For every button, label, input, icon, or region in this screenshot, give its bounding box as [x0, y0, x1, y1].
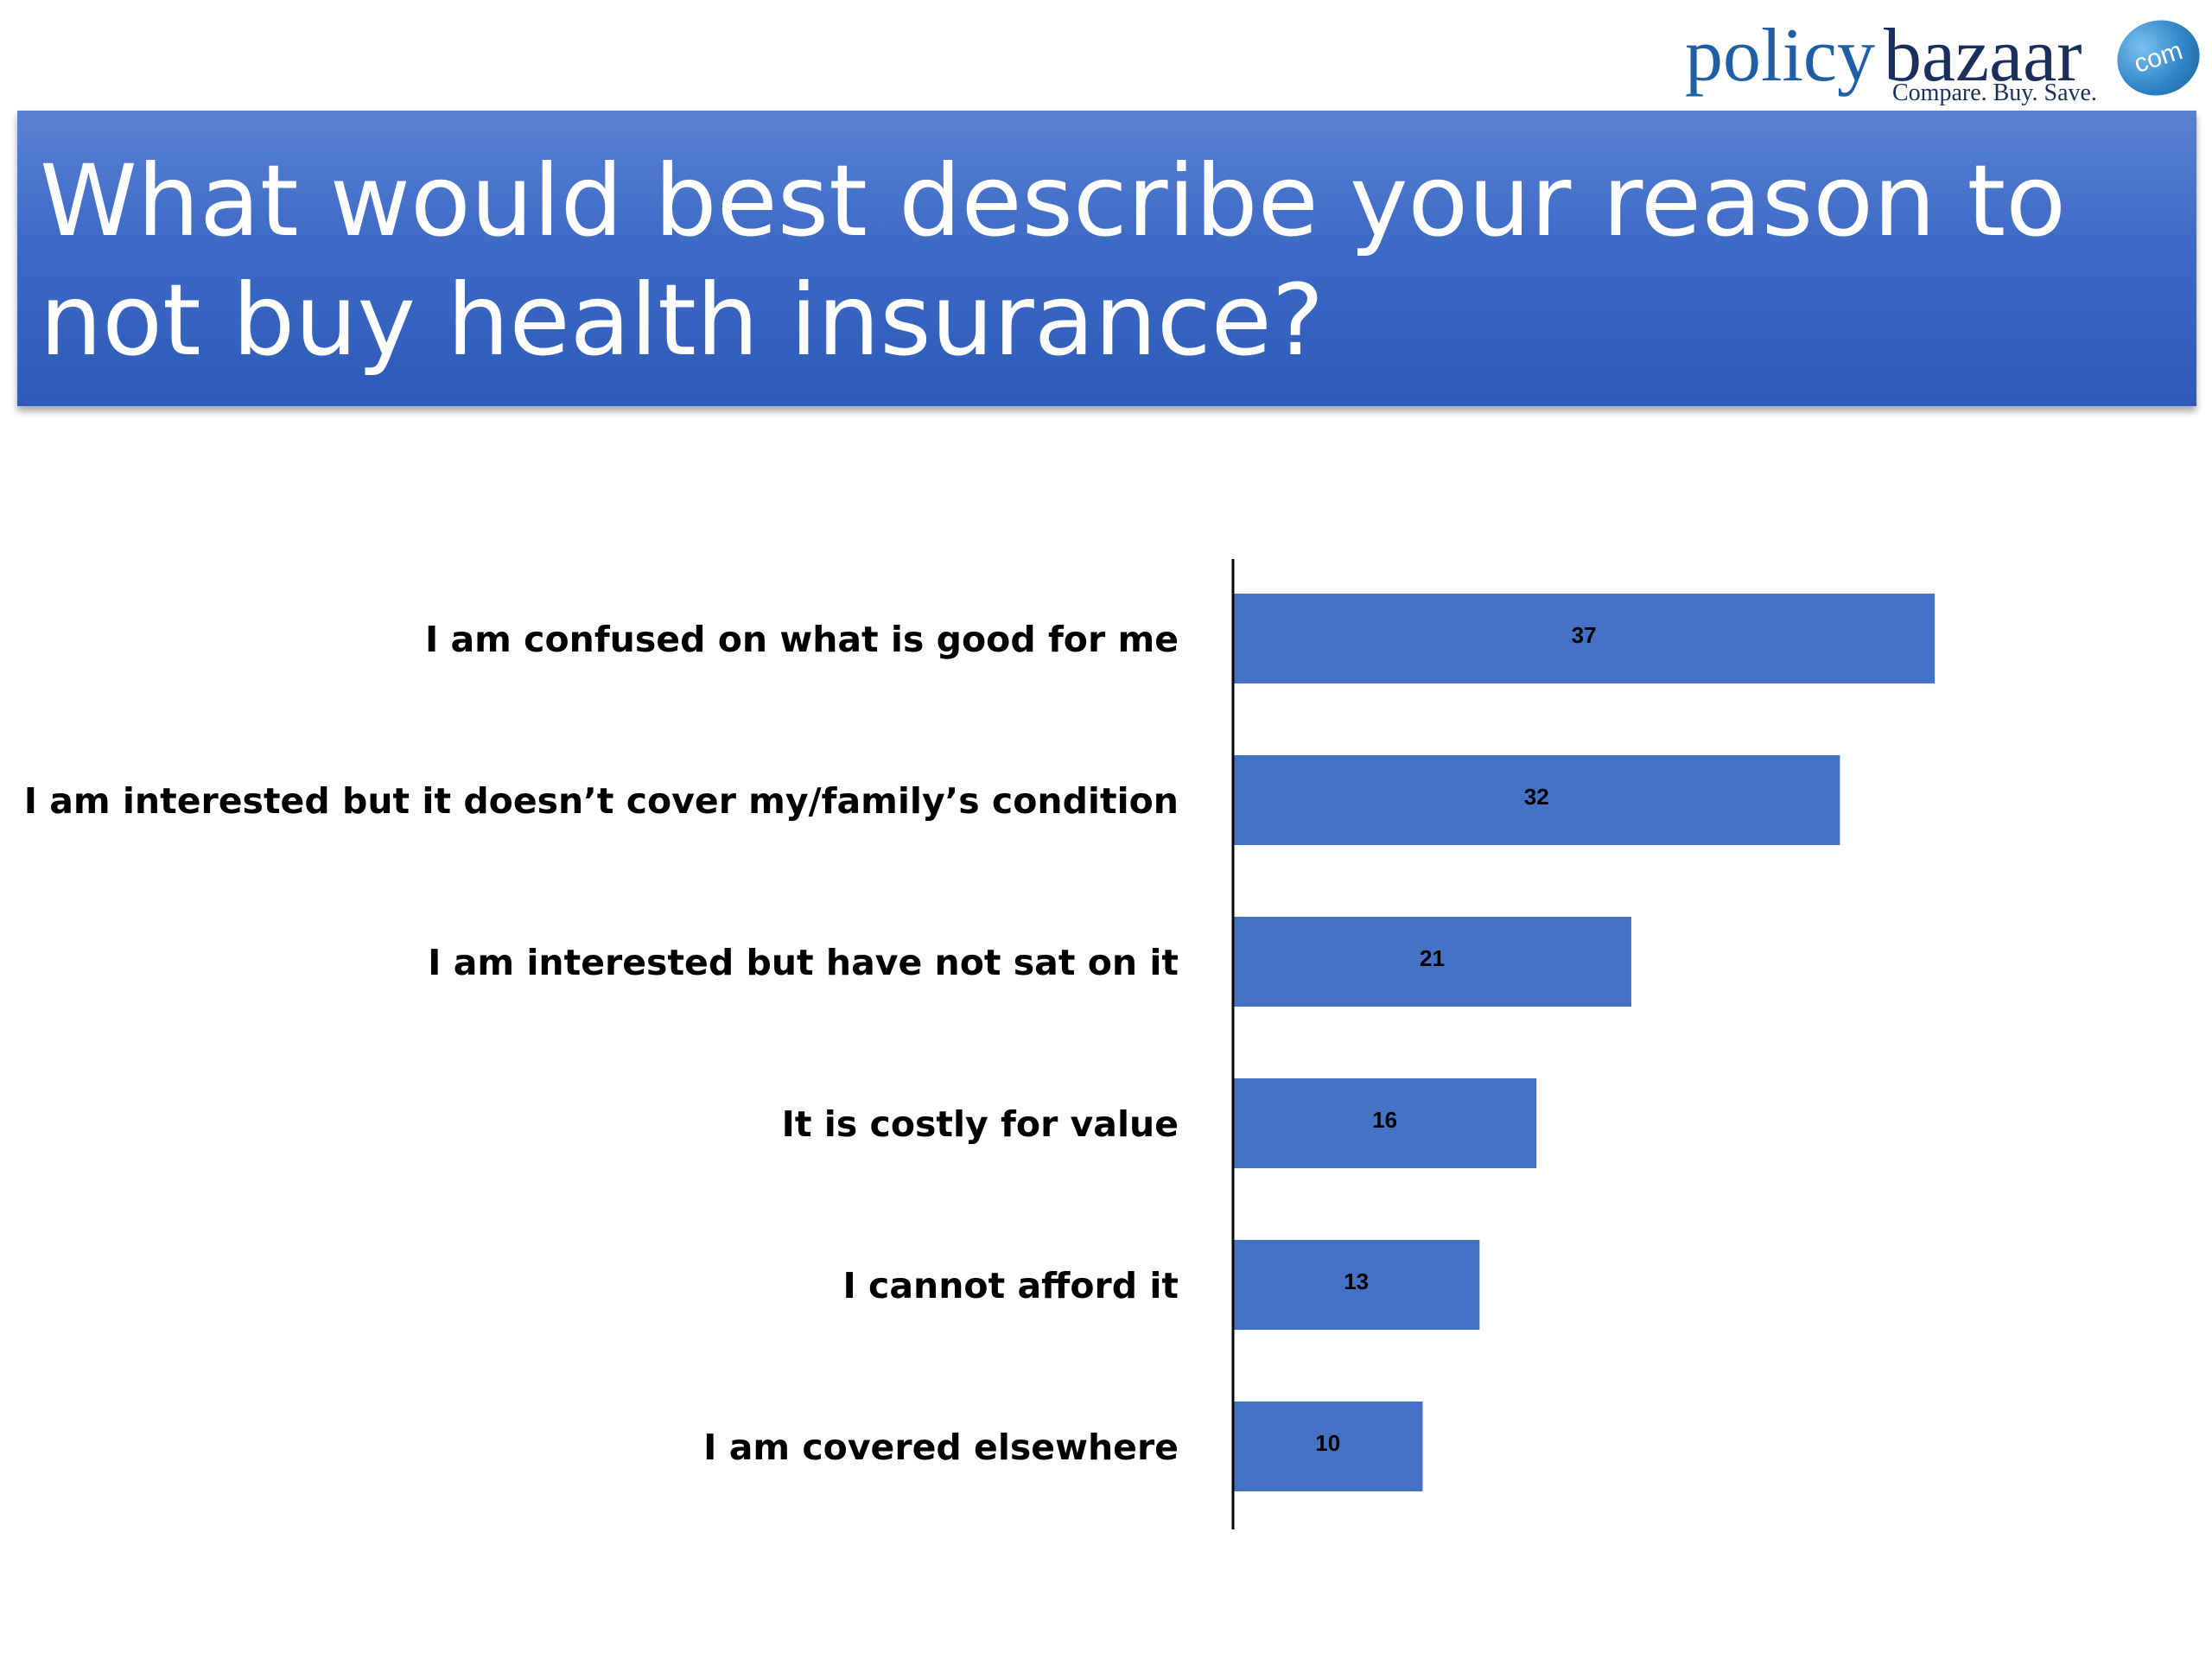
bar-value-label: 37 [1572, 622, 1597, 648]
bar-5 [1233, 1240, 1480, 1330]
bar-6 [1233, 1402, 1423, 1491]
logo-word-policy: policy [1685, 14, 1875, 98]
bar-value-label: 10 [1315, 1430, 1340, 1456]
logo-tagline: Compare. Buy. Save. [1892, 79, 2097, 106]
bar-value-label: 21 [1420, 945, 1445, 971]
bar-value-label: 13 [1344, 1268, 1369, 1294]
category-label: I cannot afford it [843, 1265, 1179, 1306]
category-label: I am interested but it doesn’t cover my/… [24, 780, 1179, 822]
category-label: I am covered elsewhere [703, 1427, 1179, 1468]
title-banner: What would best describe your reason to … [17, 111, 2196, 406]
category-label: It is costly for value [782, 1103, 1179, 1145]
bar-2 [1233, 755, 1840, 845]
bar-value-label: 32 [1524, 784, 1549, 810]
bar-3 [1233, 917, 1631, 1007]
bar-4 [1233, 1078, 1537, 1168]
category-label: I am confused on what is good for me [425, 619, 1179, 660]
category-label: I am interested but have not sat on it [428, 942, 1179, 983]
bar-value-label: 16 [1372, 1107, 1397, 1133]
slide-title: What would best describe your reason to … [40, 143, 2066, 378]
logo-word-bazaar: bazaar [1884, 14, 2082, 98]
policybazaar-logo: policy bazaar com Compare. Buy. Save. [1685, 9, 2209, 112]
bar-1 [1233, 594, 1936, 683]
